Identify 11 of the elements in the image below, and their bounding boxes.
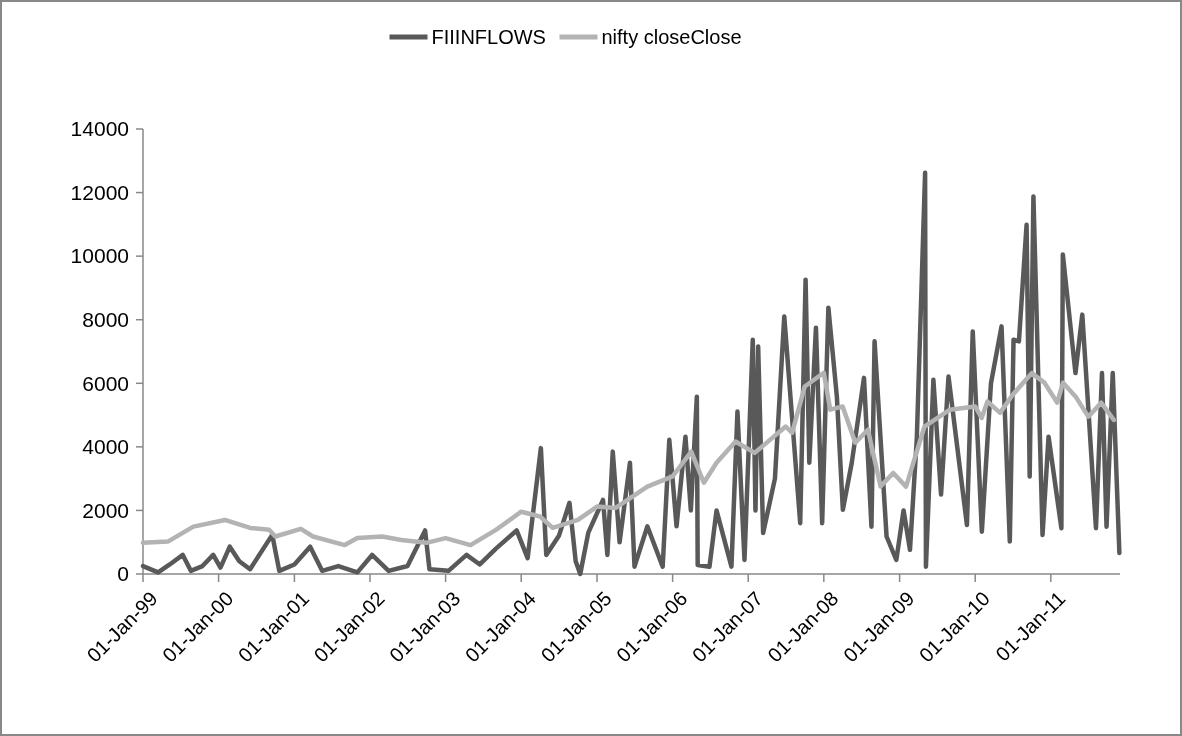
y-tick-label: 10000: [70, 244, 129, 268]
y-tick-label: 6000: [82, 371, 129, 395]
legend-label: FIIINFLOWS: [431, 26, 546, 48]
y-tick-label: 12000: [70, 180, 129, 204]
y-tick-label: 8000: [82, 308, 129, 332]
y-tick-label: 14000: [70, 117, 129, 141]
legend-label: nifty closeClose: [601, 26, 742, 48]
line-series: [140, 370, 1117, 548]
y-tick-label: 0: [117, 562, 129, 586]
y-tick-label: 2000: [82, 498, 129, 522]
y-tick-label: 4000: [82, 435, 129, 459]
